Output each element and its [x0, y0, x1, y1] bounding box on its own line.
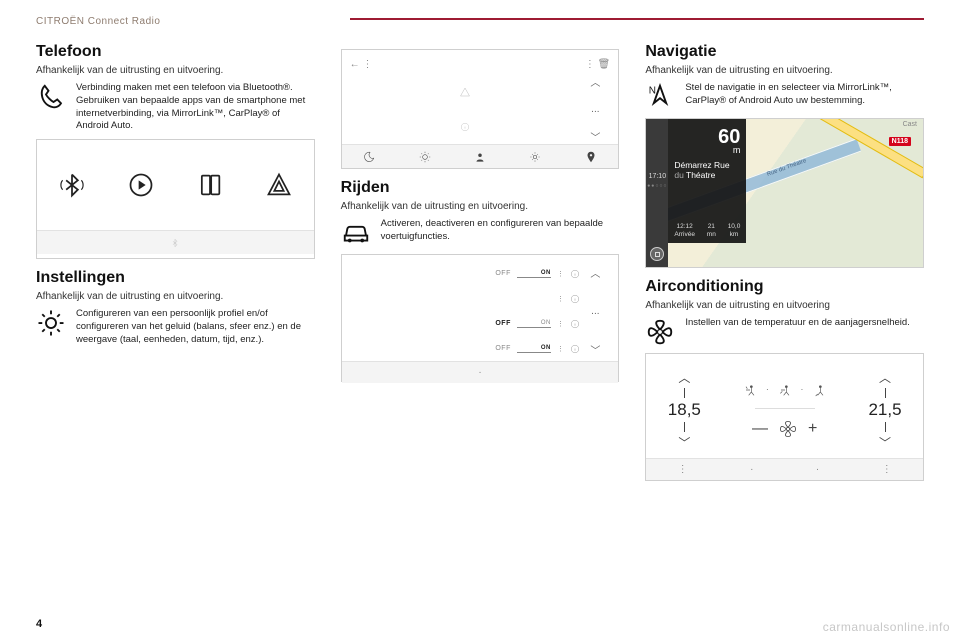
- airflow-up-icon: [742, 382, 758, 398]
- info-icon: [570, 294, 580, 304]
- chevron-up-icon: ︿: [678, 369, 690, 386]
- instellingen-icon-block: Configureren van een persoonlijk profiel…: [36, 308, 315, 346]
- temp-left-value: 18,5: [668, 400, 701, 420]
- svg-text:N: N: [649, 85, 656, 96]
- chevron-up-icon: ︿: [590, 265, 600, 280]
- clock: 17:10: [646, 173, 668, 180]
- rijden-desc: Activeren, deactiveren en configureren v…: [381, 218, 620, 248]
- back-icon: ← ⋮: [350, 59, 373, 70]
- page-dots: ●●○○○: [646, 183, 668, 189]
- bluetooth-radiate-icon: [58, 171, 86, 199]
- watermark: carmanualsonline.info: [823, 620, 950, 634]
- temp-left: ︿ 18,5 ﹀: [656, 369, 712, 451]
- info-icon: [570, 319, 580, 329]
- info-icon: [570, 269, 580, 279]
- nav-panel: 60 m Démarrez Rue du Théatre 12:12Arrivé…: [668, 119, 746, 243]
- telefoon-screenshot: [36, 139, 315, 259]
- brand-rule: [350, 18, 924, 20]
- gear-small-icon: [528, 150, 542, 164]
- manual-page: CITROËN Connect Radio Telefoon Afhankeli…: [0, 0, 960, 612]
- climate-screenshot: ︿ 18,5 ﹀ · ·: [645, 353, 924, 481]
- chevron-down-icon: ﹀: [590, 342, 600, 357]
- airconditioning-subtitle: Afhankelijk van de uitrusting en uitvoer…: [645, 300, 924, 311]
- minus-icon: —: [752, 420, 768, 438]
- column-3: Navigatie Afhankelijk van de uitrusting …: [645, 33, 924, 593]
- airconditioning-icon-block: Instellen van de temperatuur en de aanja…: [645, 317, 924, 347]
- temp-right: ︿ 21,5 ﹀: [857, 369, 913, 451]
- instellingen-title: Instellingen: [36, 269, 315, 287]
- road-badge: N118: [889, 137, 911, 146]
- info-icon: [570, 344, 580, 354]
- dest-line-2a: du: [674, 170, 686, 180]
- fan-icon: [645, 317, 675, 347]
- info-icon: [460, 122, 470, 132]
- instellingen-subtitle: Afhankelijk van de uitrusting en uitvoer…: [36, 291, 315, 302]
- mirrorlink-icon: [196, 171, 224, 199]
- chevron-down-icon: ﹀: [590, 129, 600, 144]
- warning-triangle-icon: [459, 86, 471, 98]
- page-number: 4: [36, 618, 42, 630]
- phone-icon: [36, 82, 66, 112]
- rijden-screenshot: OFF ON ⋮ ⋮ OFF ON ⋮: [341, 254, 620, 382]
- chevron-up-icon: ︿: [879, 369, 891, 386]
- gear-icon: [36, 308, 66, 338]
- dest-line-1: Démarrez Rue: [674, 160, 729, 170]
- brightness-icon: [418, 150, 432, 164]
- airflow-down-icon: [811, 382, 827, 398]
- user-icon: [473, 150, 487, 164]
- toggle-row: ⋮: [350, 294, 581, 304]
- fan-center-icon: [778, 419, 798, 439]
- airconditioning-desc: Instellen van de temperatuur en de aanja…: [685, 317, 909, 347]
- android-auto-icon: [265, 171, 293, 199]
- rijden-subtitle: Afhankelijk van de uitrusting en uitvoer…: [341, 201, 620, 212]
- rijden-title: Rijden: [341, 179, 620, 197]
- airconditioning-title: Airconditioning: [645, 278, 924, 296]
- navigatie-desc: Stel de navigatie in en selecteer via Mi…: [685, 82, 924, 112]
- moon-icon: [362, 150, 376, 164]
- compass-icon: N: [645, 82, 675, 112]
- airflow-row: · ·: [742, 382, 827, 398]
- navigatie-screenshot: N118 Cast Rue du Théatre 17:10 ●●○○○ 60 …: [645, 118, 924, 268]
- navigatie-title: Navigatie: [645, 43, 924, 61]
- ellipsis: ...: [591, 306, 599, 317]
- settings-screenshot: ← ⋮ ⋮ 🗑 ︿ ... ﹀: [341, 49, 620, 169]
- chevron-down-icon: ﹀: [879, 434, 891, 451]
- bluetooth-small-icon: [37, 230, 314, 254]
- chevron-up-icon: ︿: [590, 74, 600, 89]
- navigatie-icon-block: N Stel de navigatie in en selecteer via …: [645, 82, 924, 112]
- pin-icon: [584, 150, 598, 164]
- chevron-down-icon: ﹀: [678, 434, 690, 451]
- toggle-row: OFF ON ⋮: [350, 269, 581, 279]
- columns: Telefoon Afhankelijk van de uitrusting e…: [36, 33, 924, 593]
- toggle-row: OFF ON ⋮: [350, 344, 581, 354]
- airflow-mid-icon: [777, 382, 793, 398]
- telefoon-desc: Verbinding maken met een telefoon via Bl…: [76, 82, 315, 133]
- instellingen-desc: Configureren van een persoonlijk profiel…: [76, 308, 315, 346]
- dest-line-2b: Théatre: [686, 170, 715, 180]
- map-label: Cast: [903, 121, 917, 128]
- column-1: Telefoon Afhankelijk van de uitrusting e…: [36, 33, 315, 593]
- play-circle-icon: [127, 171, 155, 199]
- telefoon-icon-block: Verbinding maken met een telefoon via Bl…: [36, 82, 315, 133]
- plus-icon: +: [808, 420, 817, 438]
- stop-button-icon: [650, 247, 664, 261]
- ellipsis: ...: [591, 104, 599, 115]
- temp-right-value: 21,5: [868, 400, 901, 420]
- rijden-icon-block: Activeren, deactiveren en configureren v…: [341, 218, 620, 248]
- car-icon: [341, 218, 371, 248]
- telefoon-title: Telefoon: [36, 43, 315, 61]
- navigatie-subtitle: Afhankelijk van de uitrusting en uitvoer…: [645, 65, 924, 76]
- column-2: ← ⋮ ⋮ 🗑 ︿ ... ﹀: [341, 33, 620, 593]
- telefoon-subtitle: Afhankelijk van de uitrusting en uitvoer…: [36, 65, 315, 76]
- toggle-row: OFF ON ⋮: [350, 319, 581, 329]
- more-trash-icon: ⋮ 🗑: [585, 59, 610, 70]
